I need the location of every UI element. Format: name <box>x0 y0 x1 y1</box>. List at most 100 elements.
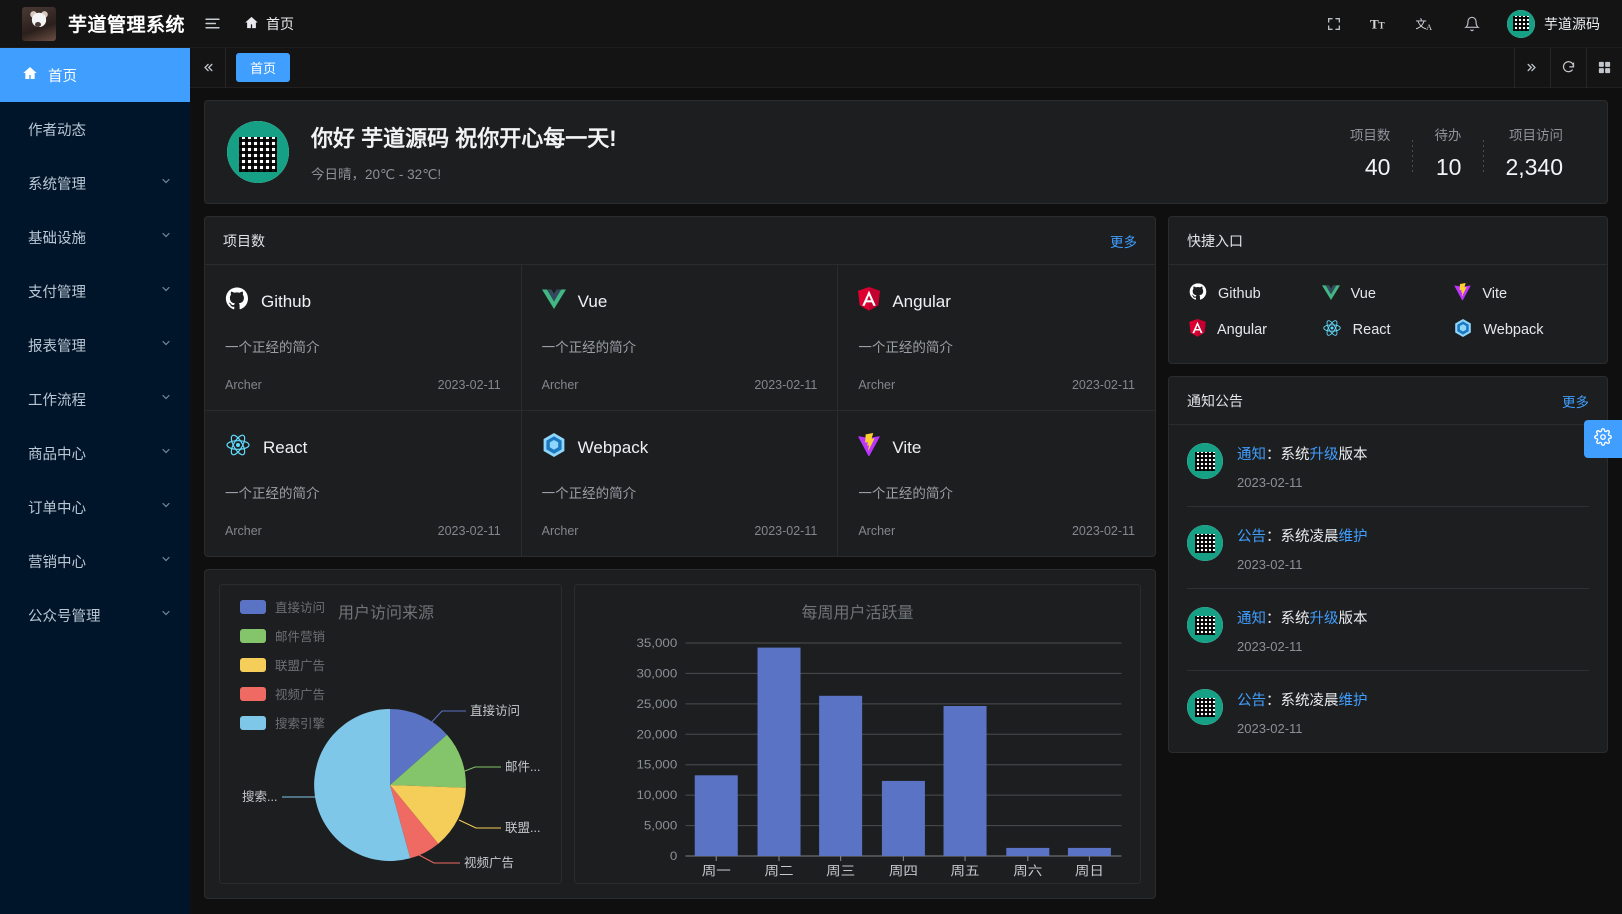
breadcrumb[interactable]: 首页 <box>234 14 294 34</box>
pie-callout-email: 邮件... <box>505 760 540 774</box>
notice-body: 公告：系统凌晨维护 2023-02-11 <box>1237 689 1589 736</box>
pie-chart-title: 用户访问来源 <box>338 605 435 622</box>
double-chevron-left-icon[interactable] <box>190 47 226 88</box>
notice-title: 通知：系统升级版本 <box>1237 443 1589 464</box>
user-menu[interactable]: 芋道源码 <box>1495 9 1608 38</box>
bar-sat[interactable] <box>1006 847 1050 856</box>
projects-header: 项目数 更多 <box>205 217 1155 265</box>
project-desc: 一个正经的简介 <box>541 340 637 355</box>
svg-text:A: A <box>1426 22 1433 32</box>
bar-thu[interactable] <box>881 780 925 856</box>
sidebar-item-mp[interactable]: 公众号管理 <box>0 588 190 642</box>
legend-item[interactable]: 直接访问 <box>240 597 325 616</box>
content: 你好 芋道源码 祝你开心每一天! 今日晴，20℃ - 32℃! 项目数 40 待… <box>190 88 1622 914</box>
project-card[interactable]: Github 一个正经的简介 Archer 2023-02-11 <box>205 265 522 411</box>
notices-list: 通知：系统升级版本 2023-02-11 公告： <box>1169 425 1607 752</box>
pie-chart[interactable]: 直接访问 邮件营销 联盟广告 <box>219 584 562 884</box>
quick-entry-card: 快捷入口 Github Vue <box>1168 216 1608 364</box>
pie-slice-search[interactable] <box>314 709 411 861</box>
bar-mon[interactable] <box>694 775 738 856</box>
pie-slice-email[interactable] <box>390 734 466 788</box>
notice-date: 2023-02-11 <box>1237 475 1303 490</box>
svg-text:T: T <box>1370 16 1379 31</box>
projects-card: 项目数 更多 Github <box>204 216 1156 557</box>
legend-item[interactable]: 视频广告 <box>240 684 325 703</box>
avatar <box>1507 9 1535 38</box>
notice-body: 通知：系统升级版本 2023-02-11 <box>1237 607 1589 654</box>
avatar <box>1187 525 1223 561</box>
quick-item-vite[interactable]: Vite <box>1454 283 1587 305</box>
pie-slice-alliance[interactable] <box>390 785 466 844</box>
project-desc: 一个正经的简介 <box>225 486 320 501</box>
font-size-icon[interactable]: T T <box>1357 0 1403 48</box>
legend-swatch <box>240 628 266 643</box>
projects-more-link[interactable]: 更多 <box>1110 234 1137 250</box>
notice-item[interactable]: 通知：系统升级版本 2023-02-11 <box>1187 425 1589 507</box>
bar-chart[interactable]: 每周用户活跃量 <box>574 584 1141 884</box>
project-desc: 一个正经的简介 <box>858 486 953 501</box>
notices-more-link[interactable]: 更多 <box>1562 394 1589 410</box>
sidebar-item-infra[interactable]: 基础设施 <box>0 210 190 264</box>
sidebar-item-label: 商品中心 <box>28 446 86 463</box>
double-chevron-right-icon[interactable] <box>1514 47 1550 88</box>
sidebar-item-label: 系统管理 <box>28 176 86 193</box>
sidebar-item-workflow[interactable]: 工作流程 <box>0 372 190 426</box>
legend-item[interactable]: 搜索引擎 <box>240 713 325 732</box>
fullscreen-icon[interactable] <box>1311 0 1357 48</box>
sidebar-item-product[interactable]: 商品中心 <box>0 426 190 480</box>
bell-icon[interactable] <box>1449 0 1495 48</box>
sidebar-item-report[interactable]: 报表管理 <box>0 318 190 372</box>
project-card[interactable]: React 一个正经的简介 Archer 2023-02-11 <box>205 411 522 556</box>
legend-item[interactable]: 联盟广告 <box>240 655 325 674</box>
project-footer: Archer 2023-02-11 <box>542 378 818 392</box>
x-tick: 周一 <box>702 864 731 878</box>
translate-icon[interactable]: 文 A <box>1403 0 1449 48</box>
quick-item-react[interactable]: React <box>1322 319 1455 341</box>
project-card[interactable]: Webpack 一个正经的简介 Archer 2023-02-11 <box>522 411 839 556</box>
quick-item-webpack[interactable]: Webpack <box>1454 319 1587 341</box>
refresh-icon[interactable] <box>1550 47 1586 88</box>
quick-item-vue[interactable]: Vue <box>1321 283 1455 305</box>
project-card[interactable]: Angular 一个正经的简介 Archer 2023-02-11 <box>838 265 1155 411</box>
sidebar-item-payment[interactable]: 支付管理 <box>0 264 190 318</box>
bar-wed[interactable] <box>819 695 863 856</box>
tab-home[interactable]: 首页 <box>236 53 291 82</box>
settings-fab-button[interactable] <box>1584 420 1622 458</box>
quick-item-github[interactable]: Github <box>1189 283 1322 305</box>
sidebar-item-home[interactable]: 首页 <box>0 48 190 102</box>
project-author: Archer <box>225 524 262 538</box>
bar-sun[interactable] <box>1067 847 1111 856</box>
project-card[interactable]: Vite 一个正经的简介 Archer 2023-02-11 <box>838 411 1155 556</box>
notice-mid: ：系统 <box>1266 611 1310 627</box>
y-tick: 0 <box>670 850 678 863</box>
home-icon <box>244 15 259 33</box>
pie-callout-video: 视频广告 <box>464 855 514 870</box>
sidebar-item-label: 基础设施 <box>28 230 86 247</box>
notice-item[interactable]: 通知：系统升级版本 2023-02-11 <box>1187 589 1589 671</box>
project-author: Archer <box>858 378 896 392</box>
legend-item[interactable]: 邮件营销 <box>240 626 325 645</box>
grid-icon[interactable] <box>1586 47 1622 88</box>
sidebar-item-marketing[interactable]: 营销中心 <box>0 534 190 588</box>
project-card[interactable]: Vue 一个正经的简介 Archer 2023-02-11 <box>521 265 839 411</box>
sidebar-item-author-news[interactable]: 作者动态 <box>0 102 190 156</box>
bar-tue[interactable] <box>757 647 801 856</box>
notice-item[interactable]: 公告：系统凌晨维护 2023-02-11 <box>1187 671 1589 752</box>
project-desc: 一个正经的简介 <box>858 340 953 355</box>
quick-item-angular[interactable]: Angular <box>1189 319 1322 341</box>
quick-entry-grid: Github Vue Vite <box>1169 265 1607 363</box>
sidebar-item-order[interactable]: 订单中心 <box>0 480 190 534</box>
notice-item[interactable]: 公告：系统凌晨维护 2023-02-11 <box>1187 507 1589 589</box>
sidebar-item-system[interactable]: 系统管理 <box>0 156 190 210</box>
notice-highlight: 升级 <box>1309 447 1339 463</box>
hamburger-icon[interactable] <box>190 0 234 48</box>
brand[interactable]: 芋道管理系统 <box>0 6 190 41</box>
project-date: 2023-02-11 <box>754 524 818 538</box>
pie-slice-direct[interactable] <box>390 709 447 785</box>
bar-fri[interactable] <box>943 706 987 856</box>
y-tick: 5,000 <box>644 819 677 832</box>
pie-slice-video[interactable] <box>390 785 439 859</box>
notice-highlight: 维护 <box>1338 529 1368 545</box>
y-tick: 15,000 <box>636 759 677 772</box>
